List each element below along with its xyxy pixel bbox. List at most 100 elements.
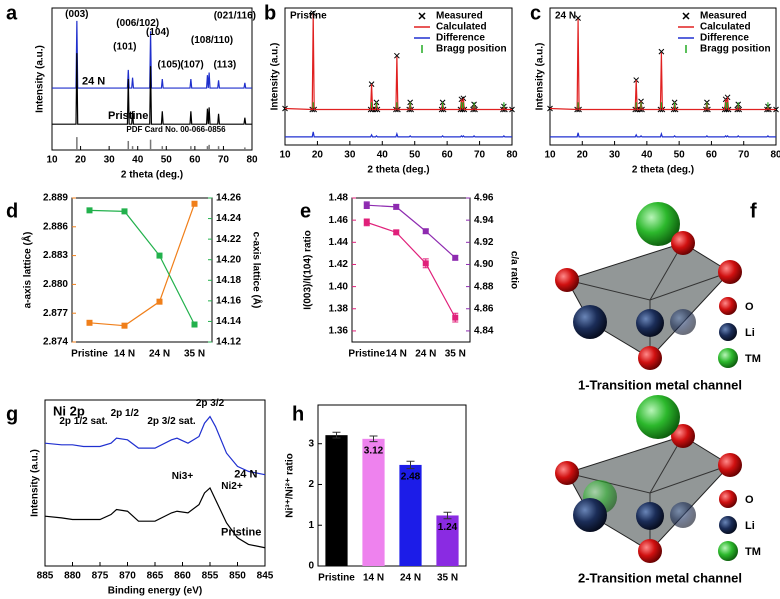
annotation: (003) — [65, 9, 88, 20]
x-tick-label: 30 — [609, 150, 621, 161]
li-atom — [636, 309, 664, 337]
x-tick-label: 20 — [312, 150, 324, 161]
o-atom — [718, 453, 742, 477]
marker — [452, 314, 459, 321]
annotation: (101) — [113, 41, 136, 52]
plot-frame — [549, 7, 777, 146]
annotation: (021/116) — [214, 10, 256, 21]
series-label: Pristine — [221, 527, 261, 539]
marker — [422, 228, 429, 235]
y2-tick-label: 14.12 — [216, 337, 241, 348]
plot-frame — [71, 197, 213, 343]
x-tick-label: 35 N — [445, 349, 466, 360]
annotation: (108/110) — [191, 35, 233, 46]
y2-axis-label: c/a ratio — [508, 251, 519, 289]
series-line — [285, 131, 512, 138]
x-tick-label: 24 N — [149, 349, 170, 360]
legend-atom — [718, 541, 738, 561]
o-atom — [638, 346, 662, 370]
x-tick-label: Pristine — [71, 349, 108, 360]
x-tick-label: 10 — [279, 150, 291, 161]
x-axis-label: Binding energy (eV) — [108, 586, 202, 597]
x-tick-label: 14 N — [114, 349, 135, 360]
annotation: (104) — [146, 27, 169, 38]
y-tick-label: 1 — [308, 520, 314, 531]
measured-point — [310, 10, 317, 16]
y-axis-label: I(003)/I(104) ratio — [303, 230, 314, 309]
panel-letter: b — [264, 2, 276, 24]
x-tick-label: 30 — [344, 150, 356, 161]
y2-tick-label: 14.24 — [216, 213, 241, 224]
y-tick-label: 2 — [308, 479, 314, 490]
legend-label: Calculated — [700, 22, 751, 33]
marker — [156, 252, 163, 259]
x-tick-label: 70 — [218, 155, 230, 166]
legend-swatch — [682, 12, 690, 20]
li-atom — [636, 502, 664, 530]
annotation: (006/102) — [116, 18, 159, 29]
marker — [191, 321, 198, 328]
plot-frame — [284, 7, 513, 146]
x-tick-label: 50 — [409, 150, 421, 161]
x-tick-label: 865 — [147, 571, 164, 582]
panel-letter: d — [6, 200, 18, 222]
annotation: 2p 1/2 — [111, 408, 140, 419]
marker — [363, 219, 370, 226]
x-tick-label: 885 — [37, 571, 54, 582]
legend-label: Measured — [436, 11, 483, 22]
y2-tick-label: 4.94 — [474, 215, 494, 226]
error-bar — [406, 460, 415, 470]
legend-atom — [719, 323, 737, 341]
series-label: 24 N — [82, 76, 105, 88]
y-axis-label: a-axis lattice (Å) — [21, 232, 34, 309]
panel-letter: a — [6, 2, 18, 24]
x-tick-label: 850 — [229, 571, 246, 582]
x-tick-label: 14 N — [363, 573, 384, 584]
y-axis-label: Intensity (a.u.) — [270, 43, 281, 111]
caption: 2-Transition metal channel — [578, 570, 742, 585]
series-line — [44, 486, 266, 549]
measured-point — [394, 52, 400, 59]
legend-atom — [719, 516, 737, 534]
y2-tick-label: 14.16 — [216, 295, 241, 306]
measured-point — [282, 105, 288, 112]
y-axis-label: Intensity (a.u.) — [35, 45, 46, 113]
series-line — [89, 203, 196, 327]
o-atom — [671, 231, 695, 255]
series-line — [366, 221, 456, 318]
measured-point — [658, 48, 665, 55]
y2-axis-label: c-axis lattice (Å) — [250, 232, 263, 309]
marker — [363, 202, 370, 209]
x-tick-label: 40 — [377, 150, 389, 161]
panel-letter: c — [530, 2, 541, 24]
x-tick-label: 60 — [706, 150, 718, 161]
marker — [121, 322, 128, 329]
marker — [393, 229, 400, 236]
measured-point — [547, 105, 553, 112]
panel-title: 24 N — [555, 11, 576, 22]
marker — [86, 319, 93, 326]
measured-point — [575, 15, 581, 22]
legend-label: Difference — [700, 33, 749, 44]
value-label: 1.24 — [438, 522, 458, 533]
legend-atom — [719, 297, 737, 315]
marker — [156, 298, 163, 305]
value-label: 3.12 — [364, 445, 384, 456]
x-tick-label: Pristine — [348, 349, 385, 360]
series-line — [44, 415, 266, 476]
y-tick-label: 1.44 — [329, 237, 349, 248]
y-tick-label: 1.40 — [329, 281, 349, 292]
y2-tick-label: 14.18 — [216, 275, 241, 286]
o-atom — [718, 260, 742, 284]
panel-title: Pristine — [290, 11, 327, 22]
x-tick-label: 10 — [544, 150, 556, 161]
x-axis-label: 2 theta (deg.) — [367, 165, 429, 176]
y-tick-label: 2.874 — [43, 337, 68, 348]
bar — [436, 515, 459, 566]
x-axis-label: 2 theta (deg.) — [121, 170, 183, 181]
plot-frame — [351, 197, 471, 343]
y2-tick-label: 14.14 — [216, 316, 241, 327]
y-tick-label: 1.46 — [329, 215, 349, 226]
series-line — [550, 131, 776, 138]
